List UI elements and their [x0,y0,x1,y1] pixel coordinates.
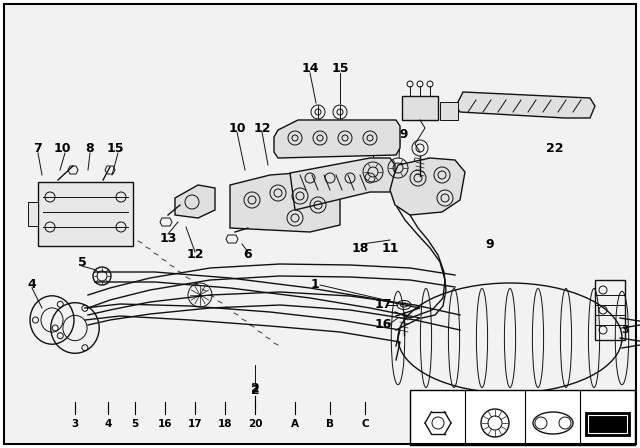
Text: 17: 17 [188,419,202,429]
Text: 5: 5 [77,255,86,268]
Text: 2: 2 [251,382,259,395]
Text: 3: 3 [621,325,629,335]
Text: 10: 10 [53,142,71,155]
Bar [410,390,635,445]
Text: A: A [291,419,299,429]
Text: 16: 16 [398,161,416,175]
Text: 20: 20 [248,419,262,429]
Text: 12: 12 [253,121,271,134]
Polygon shape [175,185,215,218]
Polygon shape [390,158,465,215]
Text: 6: 6 [244,249,252,262]
Text: 3: 3 [72,419,79,429]
Text: 4: 4 [28,277,36,290]
Bar [595,280,625,340]
Text: 5: 5 [131,419,139,429]
Polygon shape [274,120,400,158]
Text: 10: 10 [228,121,246,134]
Text: 17: 17 [374,298,392,311]
Text: 2: 2 [251,383,259,396]
Text: 18: 18 [351,241,369,254]
Text: 22: 22 [547,142,564,155]
Text: 21: 21 [426,165,444,178]
Text: B: B [326,419,334,429]
Text: 20: 20 [364,132,381,145]
Text: 14: 14 [301,61,319,74]
Text: 15: 15 [106,142,124,155]
Polygon shape [456,92,595,118]
Text: 13: 13 [159,232,177,245]
Text: 16: 16 [157,419,172,429]
Bar [402,96,438,120]
Text: 0012317 7: 0012317 7 [570,435,611,444]
Text: 11: 11 [381,241,399,254]
Text: 8: 8 [86,142,94,155]
Text: 7: 7 [34,142,42,155]
Text: B: B [491,394,499,404]
Text: 15: 15 [332,61,349,74]
Text: 16: 16 [374,319,392,332]
Polygon shape [290,158,395,210]
Bar [440,102,458,120]
Polygon shape [585,412,630,436]
Text: 19: 19 [391,129,409,142]
Bar [38,182,133,246]
Polygon shape [230,172,340,232]
Text: 9: 9 [486,238,494,251]
Text: 1: 1 [310,279,319,292]
Text: C: C [361,419,369,429]
Text: 4: 4 [104,419,112,429]
Text: A: A [434,394,442,404]
Text: C: C [549,394,557,404]
Bar [28,202,38,226]
Text: 18: 18 [218,419,232,429]
Text: 12: 12 [186,249,204,262]
